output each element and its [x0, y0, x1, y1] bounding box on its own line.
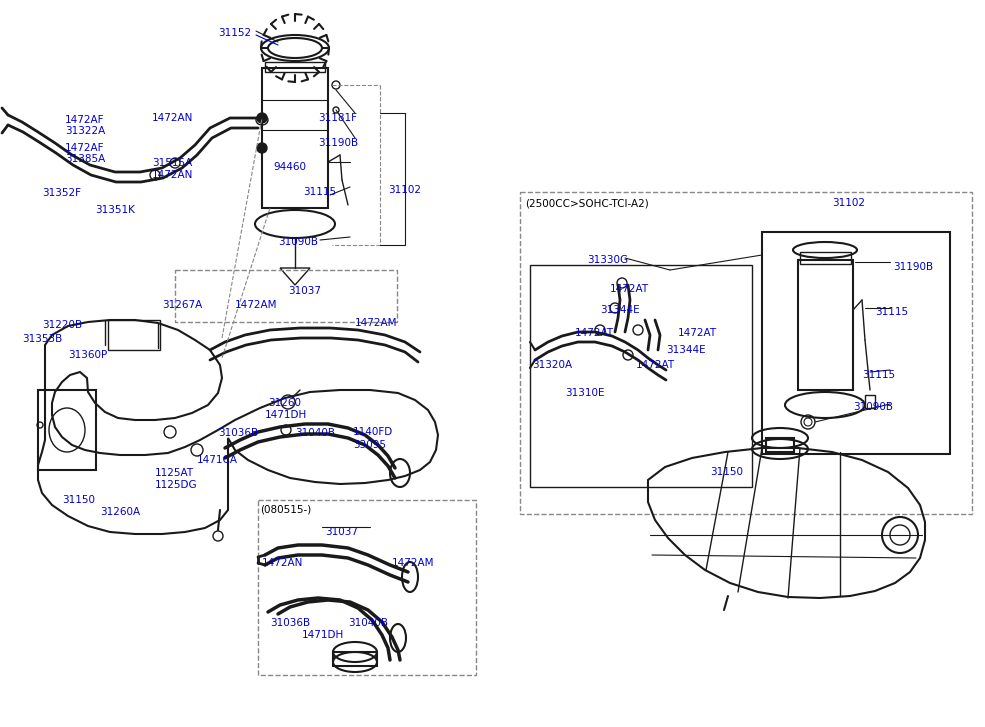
Text: 1471CA: 1471CA — [197, 455, 238, 465]
Text: 31037: 31037 — [325, 527, 358, 537]
Text: 31260A: 31260A — [100, 507, 140, 517]
Text: 33095: 33095 — [353, 440, 386, 450]
Text: 31190B: 31190B — [893, 262, 933, 272]
Text: 31152: 31152 — [218, 28, 251, 38]
Text: 31040B: 31040B — [295, 428, 335, 438]
Text: 31090B: 31090B — [278, 237, 318, 247]
Text: 31385A: 31385A — [65, 154, 105, 164]
Text: 31037: 31037 — [288, 286, 321, 296]
Text: 31220B: 31220B — [42, 320, 82, 330]
Text: 1472AT: 1472AT — [636, 360, 675, 370]
Text: 1140FD: 1140FD — [353, 427, 393, 437]
Text: 1472AT: 1472AT — [575, 328, 614, 338]
Text: 31040B: 31040B — [348, 618, 388, 628]
Text: 1472AM: 1472AM — [355, 318, 398, 328]
Bar — [258, 500, 476, 675]
Bar — [520, 192, 972, 514]
Text: 31320A: 31320A — [532, 360, 572, 370]
Bar — [762, 232, 950, 454]
Bar — [800, 252, 851, 264]
Bar — [530, 265, 752, 487]
Text: 31036B: 31036B — [218, 428, 258, 438]
Text: 1471DH: 1471DH — [302, 630, 344, 640]
Text: 94460: 94460 — [273, 162, 306, 172]
Text: 31267A: 31267A — [162, 300, 202, 310]
Text: 31036B: 31036B — [270, 618, 310, 628]
Bar — [38, 390, 96, 470]
Text: 1471DH: 1471DH — [265, 410, 307, 420]
Text: 1472AF: 1472AF — [65, 115, 104, 125]
Text: 31115: 31115 — [862, 370, 895, 380]
Text: 31115: 31115 — [875, 307, 908, 317]
Text: 1472AT: 1472AT — [610, 284, 649, 294]
Text: 31181F: 31181F — [318, 113, 357, 123]
Text: 31102: 31102 — [832, 198, 865, 208]
Circle shape — [257, 113, 267, 123]
Bar — [333, 652, 377, 666]
Text: 1125AT: 1125AT — [155, 468, 194, 478]
Bar — [108, 320, 160, 350]
Text: 31090B: 31090B — [853, 402, 893, 412]
Text: 31351K: 31351K — [95, 205, 135, 215]
Text: 31322A: 31322A — [65, 126, 105, 136]
Text: 1472AN: 1472AN — [262, 558, 303, 568]
Text: (080515-): (080515-) — [260, 505, 311, 515]
Text: (2500CC>SOHC-TCI-A2): (2500CC>SOHC-TCI-A2) — [525, 198, 649, 208]
Circle shape — [257, 143, 267, 153]
Text: 31310E: 31310E — [565, 388, 605, 398]
Text: 31344E: 31344E — [600, 305, 639, 315]
Text: 1472AN: 1472AN — [152, 170, 193, 180]
Text: 31115: 31115 — [303, 187, 336, 197]
Text: 31260: 31260 — [268, 398, 301, 408]
Text: 31190B: 31190B — [318, 138, 359, 148]
Text: 31360P: 31360P — [68, 350, 107, 360]
Text: 31352F: 31352F — [42, 188, 81, 198]
Bar — [265, 62, 325, 72]
Text: 31150: 31150 — [62, 495, 95, 505]
Text: 1472AM: 1472AM — [392, 558, 434, 568]
Text: 31150: 31150 — [710, 467, 743, 477]
Text: 31102: 31102 — [388, 185, 421, 195]
Text: 31330G: 31330G — [587, 255, 628, 265]
Text: 1472AT: 1472AT — [678, 328, 717, 338]
Text: 31353B: 31353B — [22, 334, 62, 344]
Text: 31344E: 31344E — [666, 345, 705, 355]
Text: 1472AF: 1472AF — [65, 143, 104, 153]
Bar — [798, 260, 853, 390]
Bar — [766, 438, 794, 452]
Bar — [175, 270, 397, 322]
Text: 1472AN: 1472AN — [152, 113, 193, 123]
Text: 31515A: 31515A — [152, 158, 192, 168]
Text: 1125DG: 1125DG — [155, 480, 198, 490]
Text: 1472AM: 1472AM — [235, 300, 278, 310]
Bar — [262, 68, 328, 208]
